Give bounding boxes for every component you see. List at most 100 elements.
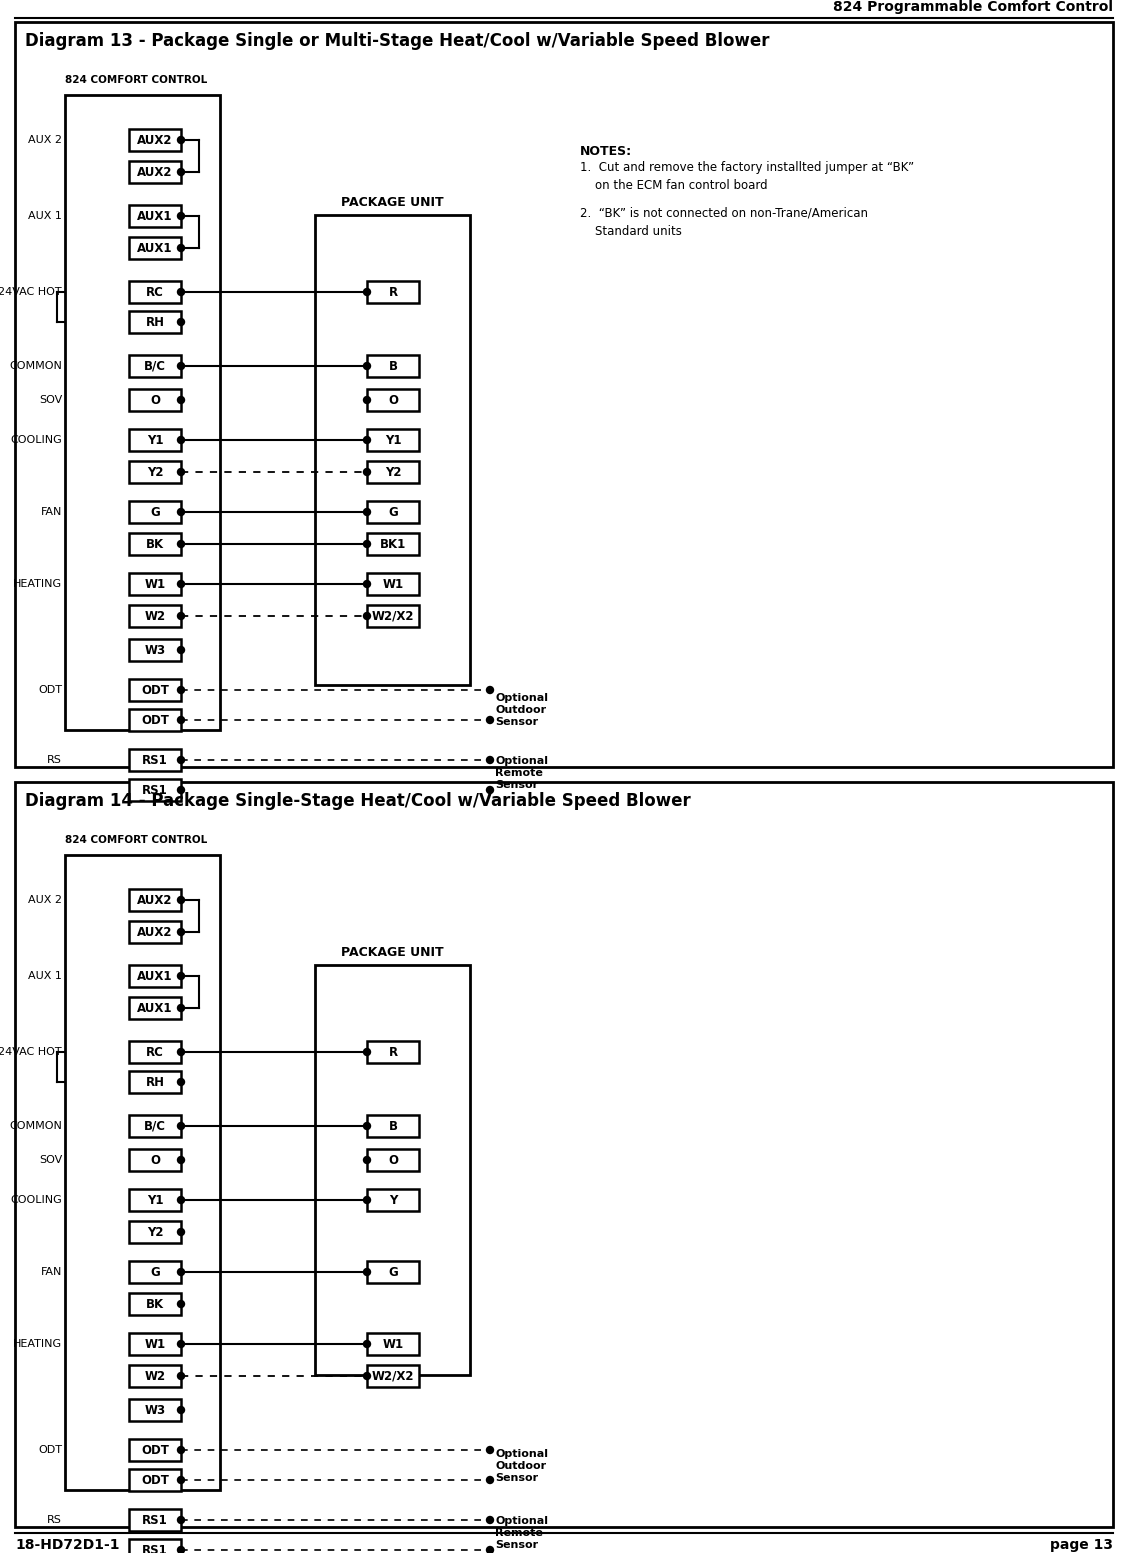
Bar <box>129 162 180 183</box>
Text: ODT: ODT <box>38 1444 62 1455</box>
Circle shape <box>177 469 185 475</box>
Bar <box>129 679 180 700</box>
Bar <box>129 888 180 912</box>
Circle shape <box>177 289 185 295</box>
Bar <box>129 311 180 332</box>
Circle shape <box>177 168 185 175</box>
Text: Optional
Remote
Sensor: Optional Remote Sensor <box>495 1516 548 1550</box>
Bar <box>129 502 180 523</box>
Text: AUX 2: AUX 2 <box>28 135 62 144</box>
Circle shape <box>177 1196 185 1204</box>
Circle shape <box>177 540 185 548</box>
Circle shape <box>486 686 494 694</box>
Text: B/C: B/C <box>144 359 166 373</box>
Text: COOLING: COOLING <box>10 435 62 446</box>
Bar <box>129 205 180 227</box>
Text: ODT: ODT <box>141 1474 169 1486</box>
Circle shape <box>177 1123 185 1129</box>
Text: ODT: ODT <box>38 685 62 696</box>
Circle shape <box>177 972 185 980</box>
Circle shape <box>363 1123 370 1129</box>
Text: W1: W1 <box>144 1337 166 1351</box>
Circle shape <box>177 1269 185 1275</box>
Text: BK: BK <box>146 1297 164 1311</box>
Bar <box>315 964 470 1374</box>
Bar <box>129 1332 180 1356</box>
Bar <box>15 783 1113 1527</box>
Bar <box>129 1440 180 1461</box>
Text: Y2: Y2 <box>147 466 164 478</box>
Text: ODT: ODT <box>141 1443 169 1457</box>
Circle shape <box>177 396 185 404</box>
Bar <box>129 1115 180 1137</box>
Circle shape <box>177 1446 185 1454</box>
Text: FAN: FAN <box>41 506 62 517</box>
Bar <box>129 606 180 627</box>
Bar <box>129 997 180 1019</box>
Bar <box>129 356 180 377</box>
Bar <box>129 238 180 259</box>
Bar <box>367 1332 418 1356</box>
Circle shape <box>177 716 185 724</box>
Text: AUX1: AUX1 <box>138 969 173 983</box>
Text: W3: W3 <box>144 643 166 657</box>
Circle shape <box>363 289 370 295</box>
Text: G: G <box>150 505 160 519</box>
Text: RS1: RS1 <box>142 1514 168 1527</box>
Text: RH: RH <box>146 315 165 329</box>
Bar <box>367 606 418 627</box>
Circle shape <box>177 1228 185 1236</box>
Text: W1: W1 <box>382 578 404 590</box>
Text: Y2: Y2 <box>147 1225 164 1238</box>
Circle shape <box>177 1005 185 1011</box>
Text: AUX 2: AUX 2 <box>28 895 62 905</box>
Text: COMMON: COMMON <box>9 360 62 371</box>
Text: O: O <box>388 393 398 407</box>
Text: AUX2: AUX2 <box>138 166 173 179</box>
Circle shape <box>486 786 494 794</box>
Circle shape <box>177 896 185 904</box>
Text: Diagram 14 - Package Single-Stage Heat/Cool w/Variable Speed Blower: Diagram 14 - Package Single-Stage Heat/C… <box>25 792 690 811</box>
Circle shape <box>177 1157 185 1163</box>
Text: SOV: SOV <box>38 394 62 405</box>
Bar <box>129 281 180 303</box>
Text: Y1: Y1 <box>147 1194 164 1207</box>
Circle shape <box>177 137 185 143</box>
Text: 824 Programmable Comfort Control: 824 Programmable Comfort Control <box>832 0 1113 14</box>
Bar <box>65 856 220 1489</box>
Text: B/C: B/C <box>144 1120 166 1132</box>
Circle shape <box>363 1373 370 1379</box>
Circle shape <box>363 540 370 548</box>
Text: G: G <box>388 1266 398 1278</box>
Bar <box>129 573 180 595</box>
Bar <box>129 533 180 554</box>
Text: AUX2: AUX2 <box>138 134 173 146</box>
Text: W2: W2 <box>144 609 166 623</box>
Bar <box>129 1072 180 1093</box>
Text: Optional
Outdoor
Sensor: Optional Outdoor Sensor <box>495 1449 548 1483</box>
Text: FAN: FAN <box>41 1267 62 1277</box>
Circle shape <box>177 646 185 654</box>
Text: COMMON: COMMON <box>9 1121 62 1131</box>
Text: Optional
Remote
Sensor: Optional Remote Sensor <box>495 756 548 790</box>
Bar <box>315 214 470 685</box>
Bar <box>129 964 180 988</box>
Text: 2.  “BK” is not connected on non-Trane/American
    Standard units: 2. “BK” is not connected on non-Trane/Am… <box>580 207 869 238</box>
Text: HEATING: HEATING <box>12 579 62 589</box>
Text: Y1: Y1 <box>147 433 164 447</box>
Text: NOTES:: NOTES: <box>580 144 632 158</box>
Circle shape <box>486 1477 494 1483</box>
Bar <box>367 1365 418 1387</box>
Text: PACKAGE UNIT: PACKAGE UNIT <box>341 196 443 210</box>
Circle shape <box>486 716 494 724</box>
Text: 24VAC HOT: 24VAC HOT <box>0 1047 62 1058</box>
Text: RH: RH <box>146 1076 165 1089</box>
Circle shape <box>177 1078 185 1086</box>
Text: COOLING: COOLING <box>10 1194 62 1205</box>
Circle shape <box>363 1157 370 1163</box>
Circle shape <box>177 362 185 370</box>
Circle shape <box>177 612 185 620</box>
Bar <box>129 638 180 662</box>
Text: O: O <box>150 1154 160 1166</box>
Text: ODT: ODT <box>141 683 169 696</box>
